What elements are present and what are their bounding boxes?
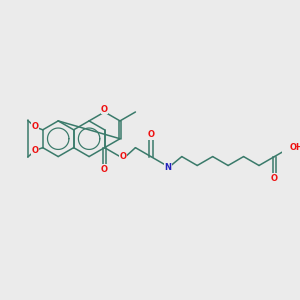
Text: O: O (147, 130, 155, 140)
Text: O: O (271, 174, 278, 183)
Text: O: O (32, 146, 39, 155)
Text: O: O (101, 105, 108, 114)
Text: OH: OH (290, 143, 300, 152)
Text: O: O (119, 152, 126, 161)
Text: N: N (165, 163, 172, 172)
Text: O: O (32, 122, 39, 131)
Text: O: O (101, 165, 108, 174)
Text: H: H (166, 167, 171, 173)
